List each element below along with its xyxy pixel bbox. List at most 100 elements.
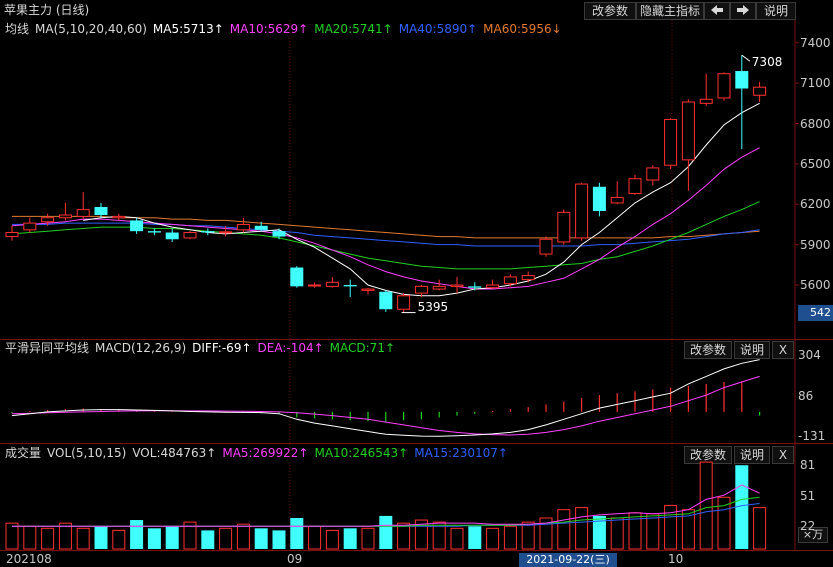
candle-body <box>397 295 411 310</box>
candle-body <box>414 285 428 294</box>
price-axis-label: 6200 <box>800 197 831 212</box>
vol-modify-params-button[interactable]: 改参数 <box>684 446 732 464</box>
volume-unit-button[interactable]: ×万 <box>798 527 828 543</box>
prev-arrow-button[interactable] <box>704 2 730 20</box>
macd-chart[interactable] <box>0 340 833 443</box>
ma-line-ma20 <box>11 201 760 270</box>
candle-body <box>183 232 197 239</box>
macd-params: MACD(12,26,9) <box>95 341 187 355</box>
volume-bar <box>254 528 268 549</box>
arrow-left-icon <box>711 5 723 15</box>
volume-bar <box>468 526 482 549</box>
pane-divider <box>0 443 833 444</box>
volume-bar <box>575 507 589 550</box>
ma-info-row: 均线 MA(5,10,20,40,60) MA5:5713↑ MA10:5629↑ MA… <box>5 22 568 36</box>
macd-modify-params-button[interactable]: 改参数 <box>684 341 732 359</box>
candle-body <box>575 183 589 239</box>
time-axis-label: 09 <box>287 552 303 566</box>
volume-bar <box>486 527 500 550</box>
macd-close-button[interactable]: X <box>772 341 794 359</box>
volume-axis-label: 51 <box>800 489 816 504</box>
ma20-value: MA20:5741↑ <box>314 22 393 36</box>
vol-ma15-value: MA15:230107↑ <box>414 446 508 460</box>
volume-bar <box>76 527 90 550</box>
candle-body <box>147 231 161 233</box>
candle-body <box>130 220 144 232</box>
volume-bar <box>23 525 37 550</box>
volume-bar <box>557 509 571 550</box>
time-axis-label: 202108 <box>6 552 52 566</box>
candle-body <box>361 288 375 291</box>
volume-bar <box>219 527 233 550</box>
arrow-right-icon <box>737 5 749 15</box>
ma-indicator-name: 均线 <box>5 22 30 36</box>
candle-body <box>41 217 55 223</box>
candle-body <box>628 178 642 194</box>
volume-bar <box>236 523 250 550</box>
vol-value: VOL:484763↑ <box>132 446 217 460</box>
help-button[interactable]: 说明 <box>756 2 796 20</box>
volume-bar <box>628 512 642 550</box>
volume-bar <box>699 461 713 550</box>
candle-body <box>753 86 767 96</box>
macd-axis-label: 86 <box>798 388 814 403</box>
candle-body <box>165 232 179 240</box>
candle-body <box>557 211 571 243</box>
low-price-label: 5395 <box>417 299 449 314</box>
candle-body <box>272 231 286 237</box>
candle-body <box>94 206 108 216</box>
candle-body <box>699 98 713 104</box>
macd-dea-value: DEA:-104↑ <box>257 341 324 355</box>
candle-body <box>664 118 678 166</box>
macd-value: MACD:71↑ <box>329 341 396 355</box>
volume-axis-label: 81 <box>800 458 816 473</box>
volume-bar <box>147 528 161 549</box>
hide-indicator-button[interactable]: 隐藏主指标 <box>636 2 704 20</box>
volume-bar <box>94 526 108 549</box>
volume-bar <box>646 513 660 550</box>
macd-info-row: 平滑异同平均线 MACD(12,26,9) DIFF:-69↑ DEA:-104↑ MA… <box>5 341 401 355</box>
price-axis-label: 6800 <box>800 116 831 131</box>
volume-bar <box>717 496 731 550</box>
candle-body <box>219 231 233 234</box>
candle-body <box>76 209 90 217</box>
candle-body <box>432 285 446 290</box>
macd-axis-label: -131 <box>798 429 826 444</box>
candle-body <box>468 286 482 288</box>
candle-body <box>201 231 215 233</box>
ma10-value: MA10:5629↑ <box>229 22 309 36</box>
candle-body <box>5 232 19 238</box>
high-price-label: 7308 <box>751 55 783 70</box>
volume-bar <box>753 507 767 550</box>
candle-body <box>486 284 500 289</box>
volume-bar <box>183 521 197 550</box>
macd-name: 平滑异同平均线 <box>5 341 90 355</box>
price-axis-label: 5600 <box>800 278 831 292</box>
time-axis-label: 10 <box>668 552 684 566</box>
candle-body <box>450 284 464 287</box>
volume-bar <box>397 522 411 550</box>
vol-help-button[interactable]: 说明 <box>734 446 770 464</box>
vol-close-button[interactable]: X <box>772 446 794 464</box>
modify-params-button[interactable]: 改参数 <box>584 2 636 20</box>
candle-body <box>521 275 535 281</box>
candle-body <box>503 276 517 285</box>
next-arrow-button[interactable] <box>730 2 756 20</box>
candle-body <box>23 222 37 231</box>
volume-bar <box>592 515 606 549</box>
volume-bar <box>450 527 464 550</box>
volume-bar <box>432 521 446 550</box>
volume-bar <box>325 529 339 550</box>
volume-bar <box>343 528 357 549</box>
volume-chart[interactable] <box>0 444 833 550</box>
candle-body <box>379 291 393 310</box>
price-chart[interactable] <box>0 0 833 340</box>
macd-help-button[interactable]: 说明 <box>734 341 770 359</box>
ma-line-ma40 <box>12 222 760 247</box>
candle-body <box>681 101 695 161</box>
vol-ma5-value: MA5:269922↑ <box>222 446 309 460</box>
candle-body <box>58 214 72 219</box>
candle-body <box>254 225 268 230</box>
macd-diff-line <box>11 359 760 437</box>
